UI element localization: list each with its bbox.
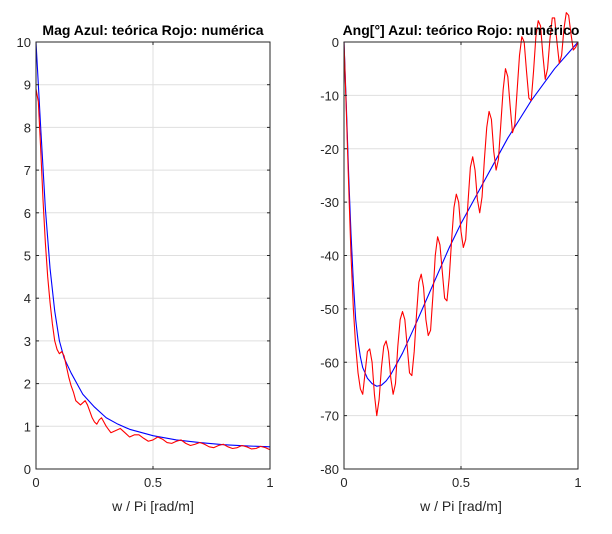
y-tick-label: 8 [24, 120, 31, 135]
y-tick-label: 3 [24, 334, 31, 349]
y-tick-label: 9 [24, 78, 31, 93]
y-tick-label: 4 [24, 291, 31, 306]
x-tick-label: 0.5 [144, 475, 162, 490]
x-tick-label: 0 [340, 475, 347, 490]
y-tick-label: -20 [320, 142, 339, 157]
y-tick-label: -50 [320, 302, 339, 317]
series-line-2 [35, 88, 271, 451]
chart-title: Ang[°] Azul: teórico Rojo: numérico [343, 22, 580, 38]
x-axis-label: w / Pi [rad/m] [419, 498, 502, 514]
y-tick-label: -40 [320, 249, 339, 264]
x-tick-label: 0.5 [452, 475, 470, 490]
y-tick-label: 6 [24, 206, 31, 221]
y-tick-label: -10 [320, 88, 339, 103]
y-tick-label: 7 [24, 163, 31, 178]
y-tick-label: -80 [320, 462, 339, 477]
x-tick-label: 0 [32, 475, 39, 490]
series-line-1 [35, 41, 271, 448]
y-tick-label: 1 [24, 419, 31, 434]
y-tick-label: -70 [320, 409, 339, 424]
y-tick-label: 5 [24, 249, 31, 264]
y-tick-label: 10 [17, 35, 31, 50]
series-line-2 [343, 12, 579, 417]
y-tick-label: 2 [24, 377, 31, 392]
chart-title: Mag Azul: teórica Rojo: numérica [42, 22, 263, 38]
y-tick-label: -60 [320, 355, 339, 370]
y-tick-label: -30 [320, 195, 339, 210]
x-tick-label: 1 [266, 475, 273, 490]
chart-2: 0 0.5 1 -80 -70 -60 -50 -40 -30 -20 -10 0 Ang[°] Azu… [320, 12, 582, 514]
x-axis-label: w / Pi [rad/m] [111, 498, 194, 514]
series-line-1 [343, 41, 579, 387]
y-tick-label: 0 [24, 462, 31, 477]
x-tick-label: 1 [574, 475, 581, 490]
y-tick-label: 0 [332, 35, 339, 50]
